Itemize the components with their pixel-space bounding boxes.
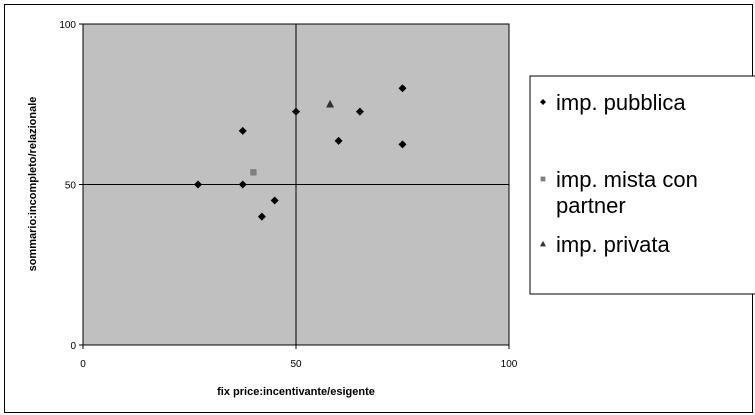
legend-label: imp. privata — [556, 232, 670, 257]
data-point-diamond — [355, 107, 364, 116]
data-point-diamond — [238, 180, 247, 189]
data-point-diamond — [257, 212, 266, 221]
legend-label: imp. mista con — [556, 167, 698, 192]
legend-label: partner — [556, 193, 626, 218]
legend-label: imp. pubblica — [556, 90, 686, 115]
legend-box — [529, 75, 755, 295]
y-tick-label: 100 — [59, 20, 76, 31]
legend-marker-square — [540, 176, 546, 182]
data-point-triangle — [326, 99, 335, 108]
data-points — [194, 84, 407, 221]
x-axis-title: fix price:incentivante/esigente — [217, 386, 375, 398]
axis-ticks: 0 50 100 0 50 100 — [59, 20, 517, 370]
legend-marker-diamond — [540, 99, 546, 105]
data-point-diamond — [334, 136, 343, 145]
x-tick-label: 0 — [80, 359, 86, 370]
x-tick-label: 100 — [501, 359, 518, 370]
legend-marker-triangle — [540, 240, 546, 247]
data-point-diamond — [194, 180, 203, 189]
data-point-diamond — [398, 84, 407, 93]
x-tick-label: 50 — [290, 359, 302, 370]
y-tick-label: 50 — [65, 181, 77, 192]
data-point-diamond — [292, 107, 300, 116]
data-point-diamond — [270, 196, 279, 205]
data-point-diamond — [238, 126, 247, 135]
y-tick-label: 0 — [70, 341, 76, 352]
data-point-diamond — [398, 140, 407, 149]
data-point-square — [250, 169, 257, 176]
y-axis-title: sommario:incompleto/relazionale — [27, 97, 39, 272]
